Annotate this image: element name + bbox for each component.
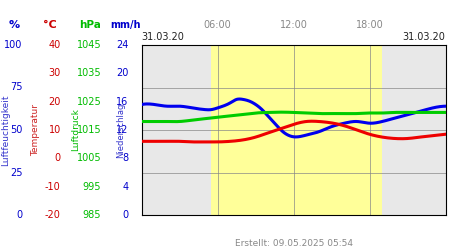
Text: 8: 8: [122, 153, 128, 163]
Text: 1005: 1005: [76, 153, 101, 163]
Text: Erstellt: 09.05.2025 05:54: Erstellt: 09.05.2025 05:54: [234, 238, 353, 248]
Text: 0: 0: [54, 153, 61, 163]
Bar: [142, 45, 212, 215]
Text: 25: 25: [10, 168, 22, 177]
Text: -20: -20: [45, 210, 61, 220]
Text: 16: 16: [116, 97, 128, 107]
Text: 10: 10: [49, 125, 61, 135]
Text: Temperatur: Temperatur: [31, 104, 40, 156]
Text: 20: 20: [49, 97, 61, 107]
Text: 24: 24: [116, 40, 128, 50]
Text: 50: 50: [10, 125, 22, 135]
Bar: [212, 45, 382, 215]
Text: 40: 40: [49, 40, 61, 50]
Text: 1025: 1025: [76, 97, 101, 107]
Text: hPa: hPa: [79, 20, 101, 30]
Bar: [382, 45, 446, 215]
Text: 0: 0: [16, 210, 22, 220]
Text: 995: 995: [83, 182, 101, 192]
Text: °C: °C: [43, 20, 57, 30]
Text: 31.03.20: 31.03.20: [403, 32, 446, 42]
Text: Luftfeuchtigkeit: Luftfeuchtigkeit: [1, 94, 10, 166]
Text: 12:00: 12:00: [280, 20, 307, 30]
Text: 1015: 1015: [76, 125, 101, 135]
Text: 1035: 1035: [76, 68, 101, 78]
Text: 20: 20: [116, 68, 128, 78]
Text: 100: 100: [4, 40, 22, 50]
Text: Niederschlag: Niederschlag: [116, 102, 125, 158]
Text: 1045: 1045: [76, 40, 101, 50]
Text: 12: 12: [116, 125, 128, 135]
Text: 18:00: 18:00: [356, 20, 383, 30]
Text: 31.03.20: 31.03.20: [142, 32, 184, 42]
Text: 06:00: 06:00: [204, 20, 232, 30]
Text: 985: 985: [83, 210, 101, 220]
Text: -10: -10: [45, 182, 61, 192]
Text: 4: 4: [122, 182, 128, 192]
Text: mm/h: mm/h: [110, 20, 141, 30]
Text: Luftdruck: Luftdruck: [71, 108, 80, 152]
Text: 30: 30: [49, 68, 61, 78]
Text: 75: 75: [10, 82, 22, 92]
Text: %: %: [9, 20, 20, 30]
Text: 0: 0: [122, 210, 128, 220]
